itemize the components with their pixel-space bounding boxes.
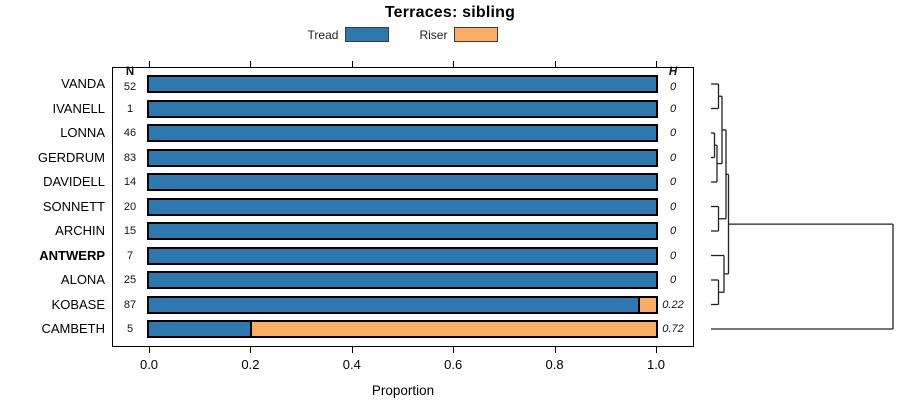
row-label-cambeth: CAMBETH [41,321,105,336]
riser-color-swatch [454,27,499,42]
x-axis-tick-bottom [250,347,252,353]
bar-segment-tread [147,222,658,240]
x-axis-tick-label: 0.8 [545,357,564,372]
x-axis-tick-top [656,61,657,67]
x-axis-tick-label: 0.4 [342,357,361,372]
row-label-davidell: DAVIDELL [43,174,105,189]
h-value: 0 [669,127,677,139]
h-value: 0 [669,225,677,237]
stacked-bar-davidell [147,173,658,191]
x-axis-tick-top [351,61,353,67]
chart-title: Terraces: sibling [384,4,516,21]
bar-segment-tread [147,99,658,118]
stacked-bar-sonnett [147,197,658,216]
h-value: 0 [669,249,677,262]
bar-segment-tread [147,197,658,216]
h-value: 0 [669,102,677,115]
stacked-bar-lonna [147,124,658,142]
h-value: 0 [669,200,677,213]
n-value: 52 [123,81,137,93]
row-label-antwerp: ANTWERP [39,247,105,263]
stacked-bar-archin [147,222,658,240]
x-axis-tick-label: 0.2 [241,357,260,372]
n-column-header: N [125,66,135,78]
n-value: 87 [123,298,137,311]
legend-label-tread: Tread [307,27,339,42]
stacked-bar-alona [147,271,658,289]
h-value: 0.22 [662,298,684,311]
h-value: 0.72 [662,323,684,335]
x-axis-tick-bottom [453,347,455,353]
x-axis-tick-bottom [149,347,150,353]
h-value: 0 [669,151,677,164]
row-label-ivanell: IVANELL [52,100,105,116]
n-value: 25 [123,274,137,286]
bar-segment-tread [147,124,658,142]
bar-segment-tread [147,148,658,167]
n-value: 7 [126,249,134,262]
x-axis-tick-top [453,61,455,67]
legend-label-riser: Riser [419,27,448,42]
h-value: 0 [669,274,677,286]
row-label-sonnett: SONNETT [42,198,105,214]
n-value: 20 [123,200,137,213]
bar-segment-tread [147,295,640,314]
x-axis-tick-bottom [351,347,353,353]
x-axis-tick-top [149,61,150,67]
h-column-header: H [668,66,678,78]
stacked-bar-cambeth [147,320,658,338]
legend-item-tread: Tread [308,27,390,42]
x-axis-tick-bottom [656,347,657,353]
stacked-bar-gerdrum [147,148,658,167]
bar-segment-riser [250,320,658,338]
stacked-bar-kobase [147,295,658,314]
bar-segment-tread [147,271,658,289]
n-value: 14 [123,176,137,188]
n-value: 46 [123,127,137,139]
h-value: 0 [669,81,677,93]
x-axis-tick-bottom [554,347,556,353]
legend-item-riser: Riser [419,27,499,42]
bar-segment-tread [147,75,658,93]
h-value: 0 [669,176,677,188]
n-value: 83 [123,151,137,164]
x-axis-tick-label: 0.6 [444,357,463,372]
stacked-bar-ivanell [147,99,658,118]
n-value: 15 [123,225,137,237]
row-label-vanda: VANDA [61,76,105,91]
bar-segment-riser [638,295,658,314]
stacked-bar-antwerp [147,246,658,265]
row-label-kobase: KOBASE [51,296,105,312]
row-label-lonna: LONNA [60,125,105,140]
bar-segment-tread [147,173,658,191]
x-axis-title: Proportion [371,383,435,398]
n-value: 5 [126,323,134,335]
stacked-bar-vanda [147,75,658,93]
bar-segment-tread [147,246,658,265]
legend: Tread Riser [112,27,694,42]
x-axis-tick-label: 1.0 [646,357,666,372]
x-axis-tick-top [554,61,556,67]
row-label-archin: ARCHIN [55,223,105,238]
x-axis-tick-top [250,61,252,67]
tread-color-swatch [345,27,390,42]
n-value: 1 [126,102,134,115]
row-label-alona: ALONA [60,272,105,287]
row-label-gerdrum: GERDRUM [37,149,105,165]
x-axis-tick-label: 0.0 [139,357,159,372]
bar-segment-tread [147,320,252,338]
